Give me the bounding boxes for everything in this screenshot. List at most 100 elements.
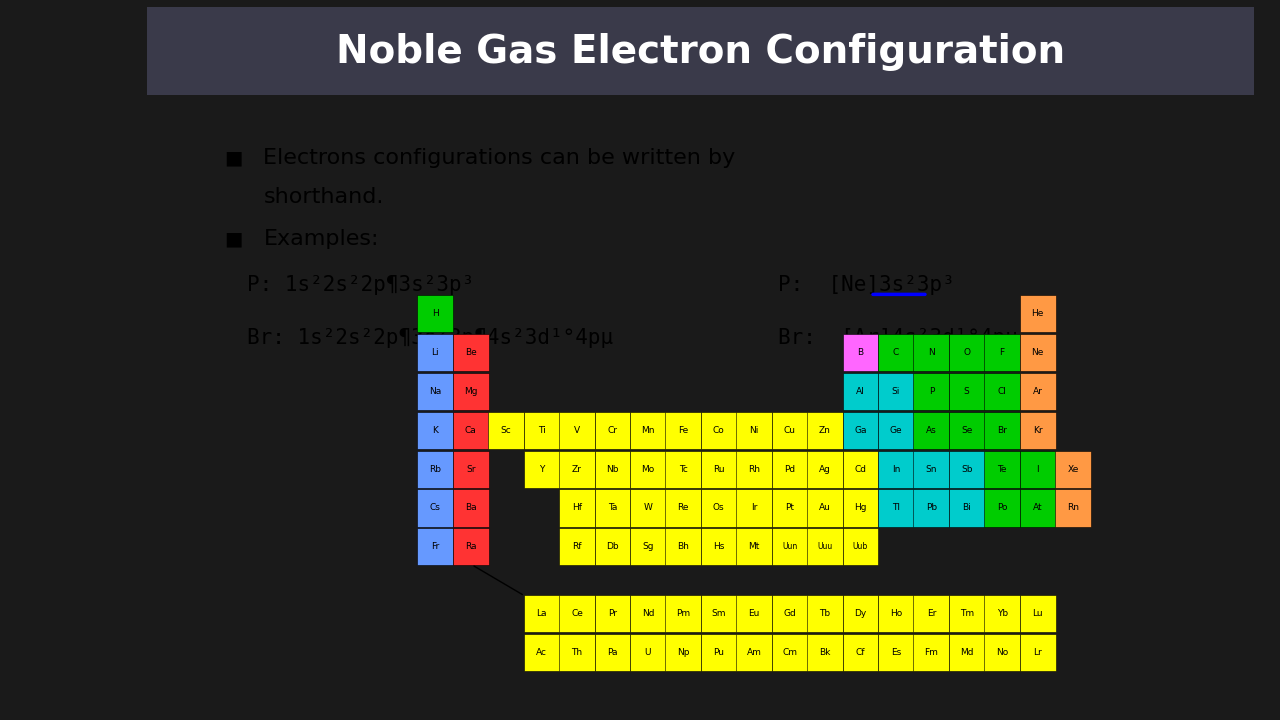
FancyBboxPatch shape (736, 412, 772, 449)
FancyBboxPatch shape (842, 634, 878, 671)
FancyBboxPatch shape (701, 634, 737, 671)
Text: Ti: Ti (538, 426, 545, 435)
FancyBboxPatch shape (1055, 451, 1091, 487)
Text: At: At (1033, 503, 1042, 513)
FancyBboxPatch shape (594, 528, 630, 565)
Text: Tb: Tb (819, 609, 831, 618)
FancyBboxPatch shape (772, 634, 808, 671)
FancyBboxPatch shape (842, 595, 878, 632)
Text: Sm: Sm (712, 609, 726, 618)
FancyBboxPatch shape (1020, 490, 1056, 526)
FancyBboxPatch shape (559, 595, 595, 632)
FancyBboxPatch shape (842, 334, 878, 372)
FancyBboxPatch shape (1020, 595, 1056, 632)
Text: Nb: Nb (607, 464, 618, 474)
Text: ■: ■ (225, 230, 243, 248)
FancyBboxPatch shape (701, 490, 737, 526)
FancyBboxPatch shape (630, 490, 666, 526)
Text: Ho: Ho (890, 609, 902, 618)
Text: Ge: Ge (890, 426, 902, 435)
FancyBboxPatch shape (701, 412, 737, 449)
FancyBboxPatch shape (1020, 295, 1056, 333)
Text: Bk: Bk (819, 648, 831, 657)
FancyBboxPatch shape (948, 490, 984, 526)
Text: La: La (536, 609, 547, 618)
Text: Po: Po (997, 503, 1007, 513)
FancyBboxPatch shape (842, 451, 878, 487)
Text: Rb: Rb (429, 464, 442, 474)
FancyBboxPatch shape (984, 451, 1020, 487)
Text: Lu: Lu (1032, 609, 1043, 618)
FancyBboxPatch shape (914, 373, 950, 410)
FancyBboxPatch shape (1020, 634, 1056, 671)
FancyBboxPatch shape (948, 373, 984, 410)
FancyBboxPatch shape (808, 595, 844, 632)
FancyBboxPatch shape (594, 595, 630, 632)
Text: N: N (928, 348, 934, 357)
FancyBboxPatch shape (984, 595, 1020, 632)
Text: Rh: Rh (749, 464, 760, 474)
FancyBboxPatch shape (666, 595, 701, 632)
FancyBboxPatch shape (524, 595, 559, 632)
Text: Cr: Cr (608, 426, 617, 435)
Text: ■: ■ (225, 148, 243, 167)
Text: Na: Na (429, 387, 442, 396)
Text: Ca: Ca (465, 426, 476, 435)
Text: Ar: Ar (1033, 387, 1042, 396)
Text: Bi: Bi (963, 503, 972, 513)
Text: Al: Al (856, 387, 865, 396)
FancyBboxPatch shape (736, 451, 772, 487)
FancyBboxPatch shape (559, 451, 595, 487)
Text: Re: Re (677, 503, 689, 513)
Text: Pm: Pm (676, 609, 690, 618)
FancyBboxPatch shape (1020, 451, 1056, 487)
Text: Be: Be (465, 348, 476, 357)
FancyBboxPatch shape (808, 528, 844, 565)
Text: Fe: Fe (678, 426, 689, 435)
Text: Si: Si (892, 387, 900, 396)
Text: Ne: Ne (1032, 348, 1043, 357)
Text: W: W (644, 503, 653, 513)
FancyBboxPatch shape (878, 490, 914, 526)
FancyBboxPatch shape (417, 451, 453, 487)
FancyBboxPatch shape (559, 412, 595, 449)
Text: No: No (996, 648, 1009, 657)
FancyBboxPatch shape (878, 595, 914, 632)
FancyBboxPatch shape (453, 373, 489, 410)
Text: Sn: Sn (925, 464, 937, 474)
FancyBboxPatch shape (948, 412, 984, 449)
Text: Hf: Hf (572, 503, 582, 513)
Text: Cf: Cf (856, 648, 865, 657)
Text: Th: Th (571, 648, 582, 657)
FancyBboxPatch shape (417, 334, 453, 372)
Text: Br: Br (997, 426, 1007, 435)
FancyBboxPatch shape (772, 412, 808, 449)
FancyBboxPatch shape (630, 595, 666, 632)
Text: Er: Er (927, 609, 936, 618)
Text: Cl: Cl (997, 387, 1006, 396)
FancyBboxPatch shape (1020, 334, 1056, 372)
Text: Mt: Mt (749, 542, 760, 552)
FancyBboxPatch shape (772, 528, 808, 565)
Text: O: O (964, 348, 970, 357)
Text: P: P (928, 387, 934, 396)
Text: Tm: Tm (960, 609, 974, 618)
FancyBboxPatch shape (772, 490, 808, 526)
FancyBboxPatch shape (666, 634, 701, 671)
Text: Hs: Hs (713, 542, 724, 552)
Text: Se: Se (961, 426, 973, 435)
Text: I: I (1037, 464, 1039, 474)
Text: Sg: Sg (643, 542, 654, 552)
Text: Pa: Pa (607, 648, 618, 657)
Text: Pd: Pd (785, 464, 795, 474)
Text: Np: Np (677, 648, 690, 657)
Text: Pu: Pu (713, 648, 724, 657)
Text: Ra: Ra (465, 542, 476, 552)
Text: Lr: Lr (1033, 648, 1042, 657)
Text: Br:  [Ar]4s²3d¹°4pµ: Br: [Ar]4s²3d¹°4pµ (778, 328, 1018, 348)
Text: Sc: Sc (500, 426, 512, 435)
Text: Os: Os (713, 503, 724, 513)
FancyBboxPatch shape (666, 412, 701, 449)
Text: Ta: Ta (608, 503, 617, 513)
Text: Ac: Ac (536, 648, 547, 657)
